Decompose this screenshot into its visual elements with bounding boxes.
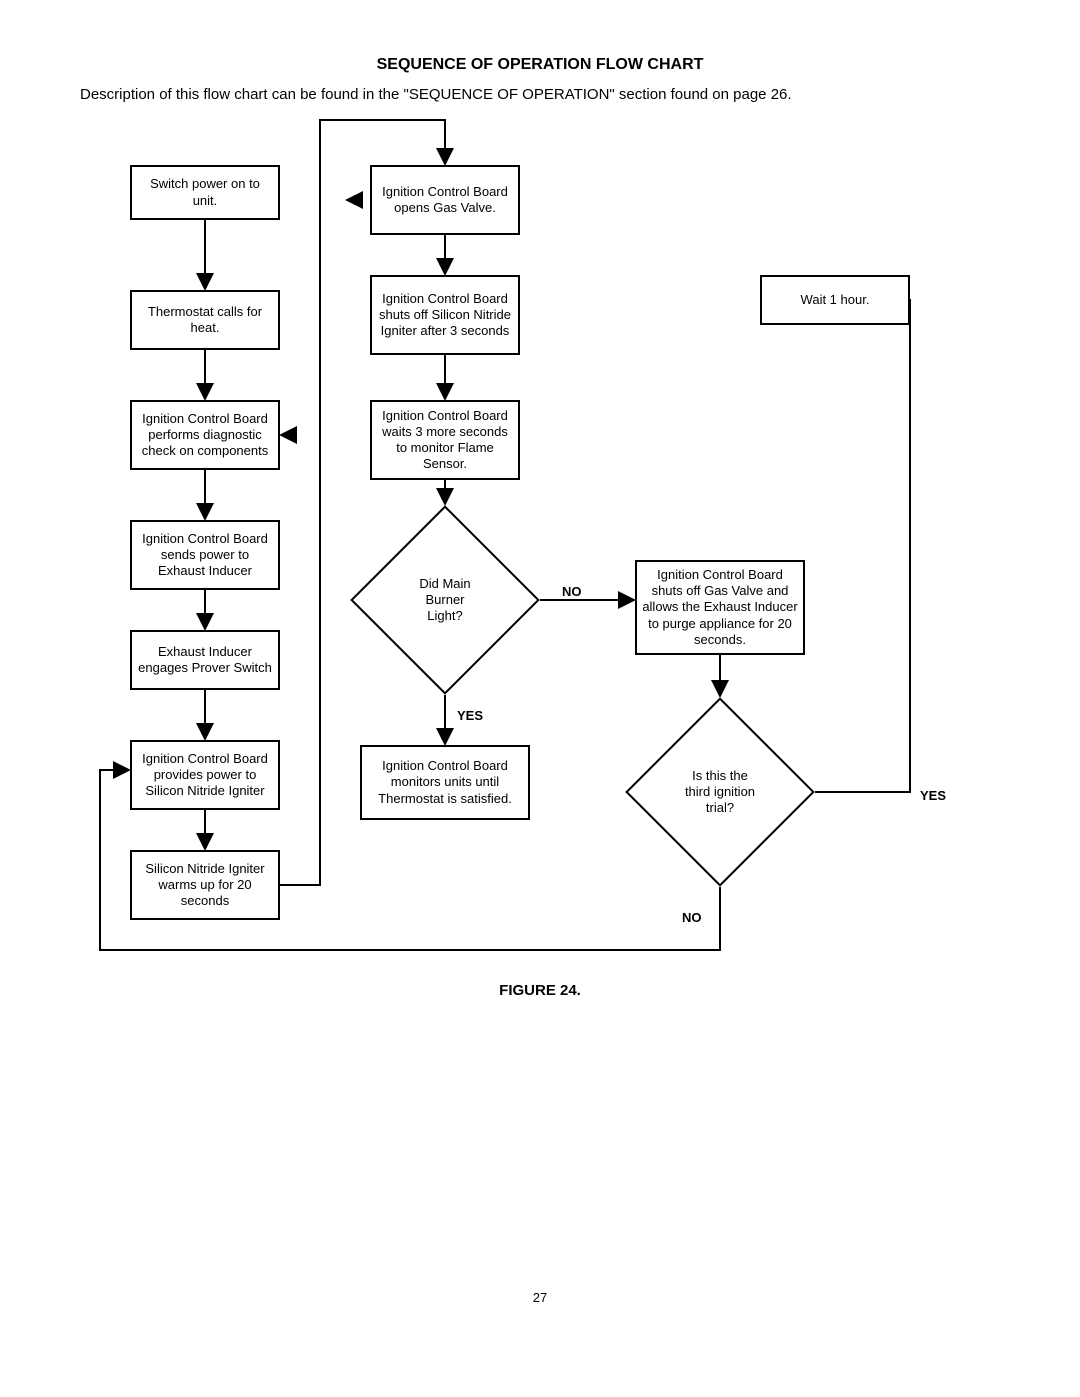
node-switch-power: Switch power on to unit. bbox=[130, 165, 280, 220]
node-thermostat-calls: Thermostat calls for heat. bbox=[130, 290, 280, 350]
node-text: Ignition Control Board sends power to Ex… bbox=[136, 531, 274, 580]
decision-third-trial: Is this the third ignition trial? bbox=[653, 725, 787, 859]
node-text: Ignition Control Board opens Gas Valve. bbox=[376, 184, 514, 217]
node-prover-switch: Exhaust Inducer engages Prover Switch bbox=[130, 630, 280, 690]
edge-label-d2-yes: YES bbox=[918, 788, 948, 803]
node-text: Ignition Control Board shuts off Gas Val… bbox=[641, 567, 799, 648]
node-text: Silicon Nitride Igniter warms up for 20 … bbox=[136, 861, 274, 910]
node-text: Ignition Control Board waits 3 more seco… bbox=[376, 408, 514, 473]
node-monitor-until-satisfied: Ignition Control Board monitors units un… bbox=[360, 745, 530, 820]
node-igniter-warmup: Silicon Nitride Igniter warms up for 20 … bbox=[130, 850, 280, 920]
node-purge-appliance: Ignition Control Board shuts off Gas Val… bbox=[635, 560, 805, 655]
node-text: Ignition Control Board provides power to… bbox=[136, 751, 274, 800]
node-open-gas-valve: Ignition Control Board opens Gas Valve. bbox=[370, 165, 520, 235]
node-text: Thermostat calls for heat. bbox=[136, 304, 274, 337]
flowchart-canvas: Switch power on to unit. Thermostat call… bbox=[80, 110, 1000, 970]
page: SEQUENCE OF OPERATION FLOW CHART Descrip… bbox=[0, 0, 1080, 1397]
node-power-igniter: Ignition Control Board provides power to… bbox=[130, 740, 280, 810]
node-text: Did Main Burner Light? bbox=[408, 576, 482, 625]
node-shutoff-igniter: Ignition Control Board shuts off Silicon… bbox=[370, 275, 520, 355]
node-text: Ignition Control Board monitors units un… bbox=[366, 758, 524, 807]
node-text: Ignition Control Board performs diagnost… bbox=[136, 411, 274, 460]
page-description: Description of this flow chart can be fo… bbox=[80, 86, 1000, 103]
node-text: Ignition Control Board shuts off Silicon… bbox=[376, 291, 514, 340]
decision-burner-light: Did Main Burner Light? bbox=[378, 533, 512, 667]
node-wait-1-hour: Wait 1 hour. bbox=[760, 275, 910, 325]
node-power-exhaust-inducer: Ignition Control Board sends power to Ex… bbox=[130, 520, 280, 590]
node-text: Is this the third ignition trial? bbox=[683, 768, 757, 817]
figure-label: FIGURE 24. bbox=[0, 982, 1080, 999]
node-text: Exhaust Inducer engages Prover Switch bbox=[136, 644, 274, 677]
edge-label-d1-no: NO bbox=[560, 584, 584, 599]
node-diagnostic-check: Ignition Control Board performs diagnost… bbox=[130, 400, 280, 470]
node-text: Wait 1 hour. bbox=[801, 292, 870, 308]
page-title: SEQUENCE OF OPERATION FLOW CHART bbox=[0, 56, 1080, 74]
node-monitor-flame: Ignition Control Board waits 3 more seco… bbox=[370, 400, 520, 480]
edge-label-d2-no: NO bbox=[680, 910, 704, 925]
edge-label-d1-yes: YES bbox=[455, 708, 485, 723]
node-text: Switch power on to unit. bbox=[136, 176, 274, 209]
page-number: 27 bbox=[0, 1290, 1080, 1305]
